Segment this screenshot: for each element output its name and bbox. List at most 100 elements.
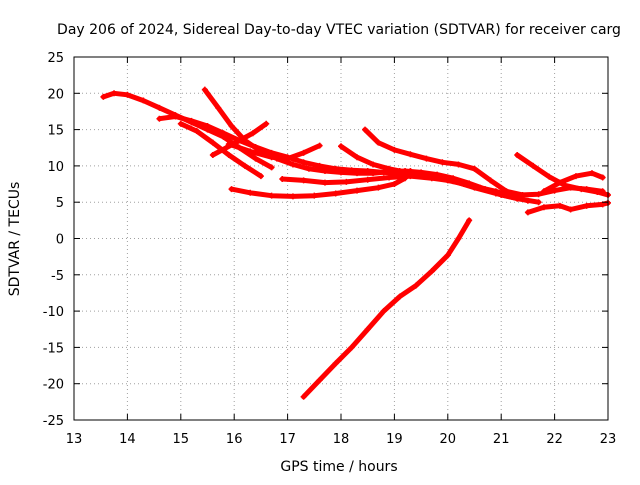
data-point	[594, 189, 601, 196]
data-point	[321, 179, 328, 186]
y-tick-label: 25	[47, 51, 64, 66]
data-point	[311, 192, 318, 199]
data-point	[257, 173, 264, 180]
data-point	[567, 206, 574, 213]
data-point	[228, 122, 235, 129]
y-tick-label: 0	[56, 233, 64, 248]
data-point	[343, 178, 350, 185]
data-point	[268, 192, 275, 199]
y-tick-label: -20	[43, 378, 64, 393]
data-point	[375, 184, 382, 191]
data-point	[492, 190, 499, 197]
data-point	[450, 178, 457, 185]
data-point	[583, 202, 590, 209]
data-point	[338, 169, 344, 176]
data-point	[177, 120, 184, 127]
data-point	[338, 143, 344, 150]
data-point	[428, 175, 435, 182]
data-point	[354, 187, 361, 194]
data-point	[444, 252, 451, 259]
data-point	[391, 146, 398, 153]
data-point	[332, 190, 339, 197]
data-point	[193, 128, 200, 135]
y-axis-label: SDTVAR / TECUs	[7, 182, 23, 297]
series-line-sat-j	[362, 127, 606, 198]
data-point	[300, 393, 307, 400]
data-point	[284, 155, 291, 162]
data-point	[466, 217, 473, 224]
data-point	[247, 189, 254, 196]
data-point	[289, 161, 296, 168]
data-point	[223, 144, 230, 151]
data-point	[209, 139, 216, 146]
data-point	[386, 165, 393, 172]
data-point	[578, 186, 585, 193]
data-point	[551, 187, 558, 194]
x-tick-label: 13	[66, 432, 83, 447]
data-point	[204, 122, 211, 129]
series-layer	[100, 86, 611, 400]
axis-ticks: 13 14 15 16 17 18 19 20 21 22 23 -25 -20 -15 -10 -5 0 5 10…	[43, 51, 617, 447]
data-point	[546, 173, 553, 180]
x-axis-label: GPS time / hours	[280, 459, 397, 475]
data-point	[455, 161, 462, 168]
data-point	[348, 344, 355, 351]
data-point	[540, 188, 547, 195]
series-line-sat-f	[226, 141, 323, 162]
data-point	[300, 149, 307, 156]
data-point	[428, 268, 435, 275]
data-point	[370, 161, 377, 168]
data-point	[332, 360, 339, 367]
x-tick-label: 20	[440, 432, 457, 447]
x-tick-label: 18	[333, 432, 350, 447]
x-tick-label: 23	[600, 432, 617, 447]
data-point	[268, 154, 275, 161]
data-point	[209, 152, 216, 159]
data-point	[487, 177, 494, 184]
data-point	[396, 293, 403, 300]
x-tick-label: 21	[493, 432, 510, 447]
data-point	[599, 174, 606, 181]
data-point	[572, 173, 579, 180]
data-point	[370, 170, 377, 177]
data-point	[471, 165, 478, 172]
data-point	[439, 159, 446, 166]
data-point	[530, 162, 537, 169]
series-line-sat-n	[301, 217, 472, 400]
data-point	[316, 377, 323, 384]
data-point	[249, 130, 256, 137]
data-point	[225, 152, 232, 159]
y-tick-label: -5	[51, 269, 64, 284]
data-point	[556, 179, 563, 186]
data-point	[156, 104, 163, 111]
x-tick-label: 14	[119, 432, 136, 447]
data-point	[225, 141, 232, 148]
data-point	[268, 164, 275, 171]
data-point	[386, 174, 393, 181]
grid	[74, 57, 608, 420]
x-tick-label: 22	[546, 432, 563, 447]
data-point	[364, 326, 371, 333]
data-point	[201, 86, 208, 93]
data-point	[407, 170, 414, 177]
y-tick-label: -15	[43, 341, 64, 356]
data-point	[535, 199, 542, 206]
data-point	[140, 97, 147, 104]
data-point	[588, 170, 595, 177]
data-point	[300, 159, 307, 166]
data-point	[111, 90, 118, 97]
chart-title: Day 206 of 2024, Sidereal Day-to-day VTE…	[57, 22, 621, 38]
x-tick-label: 19	[386, 432, 403, 447]
data-point	[188, 117, 195, 124]
data-point	[241, 162, 248, 169]
data-point	[391, 181, 398, 188]
y-tick-label: 20	[47, 87, 64, 102]
y-tick-label: -25	[43, 414, 64, 429]
data-point	[156, 115, 163, 122]
data-point	[321, 167, 328, 174]
x-tick-label: 17	[279, 432, 296, 447]
data-point	[300, 177, 307, 184]
data-point	[375, 139, 382, 146]
data-point	[252, 155, 259, 162]
data-point	[503, 188, 510, 195]
